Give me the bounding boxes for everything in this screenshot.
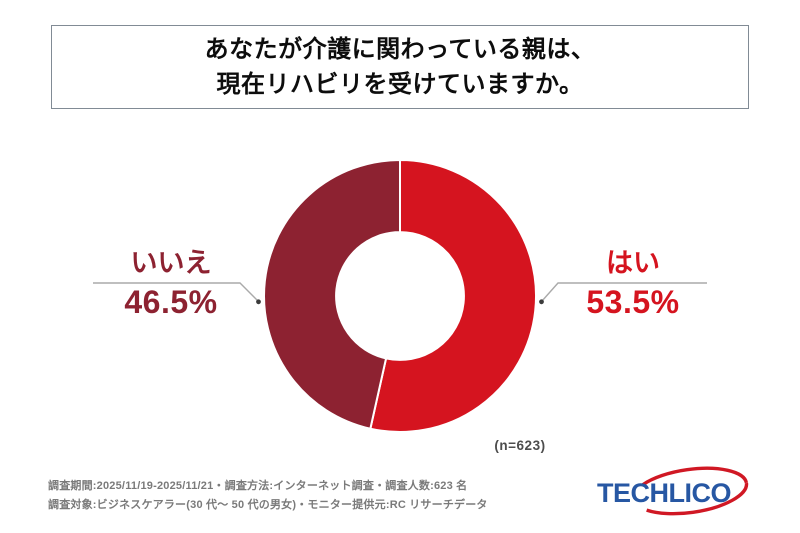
footnote-line2: 調査対象:ビジネスケアラー(30 代〜 50 代の男女)・モニター提供元:RC …: [48, 498, 488, 511]
callout-no-label: いいえ: [130, 248, 212, 278]
techlico-logo: TECHLICO: [597, 466, 749, 516]
donut-slices-group: [263, 159, 537, 433]
question-title-box: あなたが介護に関わっている親は、 現在リハビリを受けていますか。: [51, 25, 749, 109]
right-leader-line: [541, 282, 707, 302]
donut-slice-1: [263, 159, 401, 430]
callout-no-value: 46.5%: [124, 284, 218, 320]
callout-yes-value: 53.5%: [586, 284, 680, 320]
right-leader-dot: [539, 299, 544, 305]
logo-wordmark: TECHLICO: [597, 478, 731, 508]
donut-slice-0: [369, 159, 537, 433]
logo-ellipse-swoosh: [631, 466, 749, 516]
survey-footnote: 調査期間:2025/11/19-2025/11/21・調査方法:インターネット調…: [48, 477, 488, 514]
sample-size-note: (n=623): [494, 438, 546, 453]
footnote-line1: 調査期間:2025/11/19-2025/11/21・調査方法:インターネット調…: [48, 480, 468, 492]
left-leader-dot: [256, 299, 261, 305]
callout-yes-label: はい: [606, 248, 660, 278]
question-title-line1: あなたが介護に関わっている親は、: [204, 36, 596, 63]
left-leader-line: [93, 282, 259, 302]
question-title-line2: 現在リハビリを受けていますか。: [216, 71, 584, 98]
